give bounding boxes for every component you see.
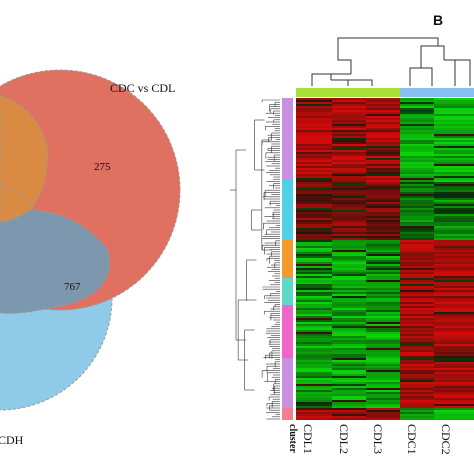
heatmap-panel: B cluster CDL1 CDL [230,12,474,455]
col-label-cdc2: CDC2 [439,424,453,455]
cluster-sidebar [282,98,293,420]
row-dendrogram [230,99,280,420]
col-label-cdl2: CDL2 [337,424,351,454]
venn-overlap-red-blue [0,209,110,314]
venn-label-cdh: CDH [0,433,24,447]
column-labels: cluster CDL1 CDL2 CDL3 CDC1 CDC2 [287,424,453,455]
cluster-segment [282,408,293,420]
cluster-segment [282,305,293,358]
panel-label-b: B [433,12,443,28]
cluster-segment [282,98,293,180]
heatmap-cells [296,98,474,420]
col-label-cdl1: CDL1 [301,424,315,454]
group-bar-cdl [296,88,400,97]
venn-diagram: CDC vs CDL 275 767 CDH [0,69,181,447]
group-bar-cdc [400,88,474,97]
cluster-segment [282,358,293,408]
column-dendrogram [311,37,471,86]
venn-count-767: 767 [64,281,81,293]
venn-inner-arc [0,184,36,213]
venn-region-orange [0,94,49,223]
cluster-segment [282,240,293,278]
cluster-segment [282,278,293,305]
cluster-segment [282,180,293,240]
cluster-axis-label: cluster [287,424,298,453]
col-label-cdc1: CDC1 [405,424,419,455]
col-label-cdl3: CDL3 [371,424,385,454]
venn-count-275: 275 [94,161,111,173]
venn-label-cdc-vs-cdl: CDC vs CDL [110,81,175,95]
